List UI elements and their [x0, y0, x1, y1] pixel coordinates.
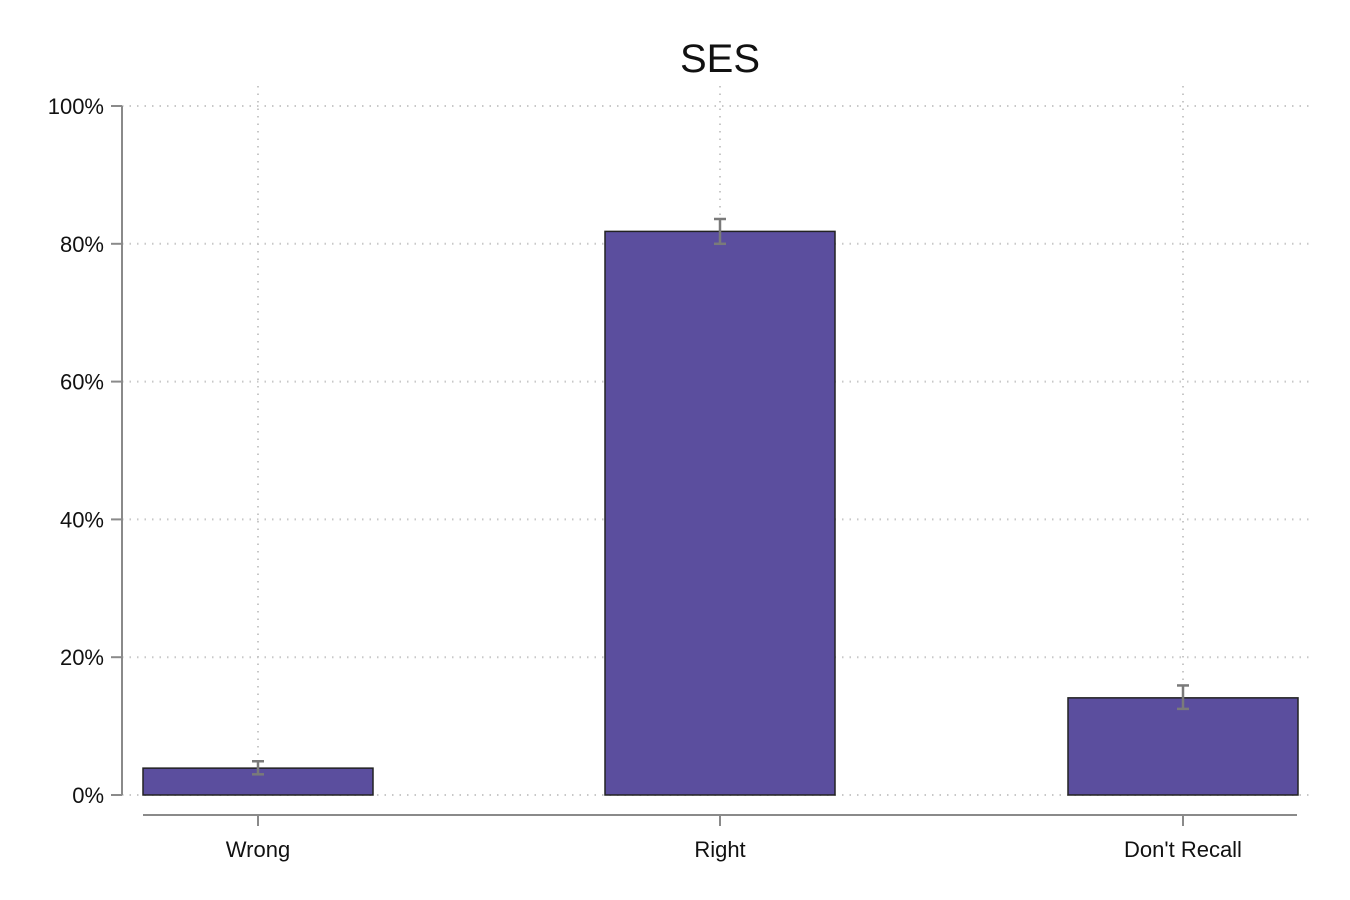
y-tick-label: 40% — [60, 507, 104, 532]
x-tick-label: Wrong — [226, 837, 290, 862]
y-tick-label: 20% — [60, 645, 104, 670]
bar-2 — [1067, 697, 1299, 796]
error-bar-0 — [252, 759, 264, 776]
chart-title: SES — [680, 37, 760, 81]
y-tick-label: 80% — [60, 232, 104, 257]
error-bar-2 — [1177, 684, 1189, 711]
bar-1 — [604, 230, 836, 796]
y-tick-label: 60% — [60, 370, 104, 395]
axes: 0% 20% 40% 60% 80% 100% Wrong Right Don't Recall — [48, 94, 1297, 862]
x-tick-label: Right — [694, 837, 745, 862]
x-tick-label: Don't Recall — [1124, 837, 1242, 862]
y-tick-label: 0% — [72, 783, 104, 808]
y-tick-label: 100% — [48, 94, 104, 119]
bars — [142, 217, 1299, 796]
error-bar-1 — [714, 217, 726, 246]
